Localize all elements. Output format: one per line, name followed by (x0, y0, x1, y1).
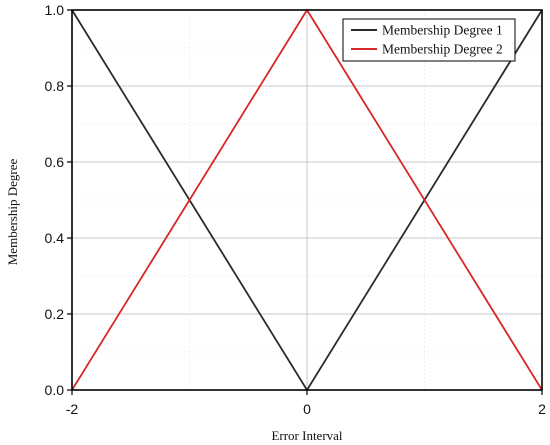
tick-labels: 0.0 0.2 0.4 0.6 0.8 1.0 -2 0 2 (45, 2, 547, 417)
x-axis-title: Error Interval (271, 428, 342, 443)
x-tick-label-1: 0 (303, 401, 311, 417)
x-tick-label-0: -2 (66, 401, 79, 417)
legend-label-series-1: Membership Degree 1 (382, 23, 503, 38)
grid-lines (72, 10, 542, 390)
x-tick-label-2: 2 (538, 401, 546, 417)
y-tick-label-1: 0.2 (45, 306, 65, 322)
y-tick-label-3: 0.6 (45, 154, 65, 170)
tick-marks (67, 9, 543, 395)
y-axis-title: Membership Degree (5, 159, 20, 266)
y-tick-label-5: 1.0 (45, 2, 65, 18)
legend-box (342, 18, 516, 62)
legend: Membership Degree 1 Membership Degree 2 (342, 18, 516, 62)
y-tick-label-0: 0.0 (45, 382, 65, 398)
legend-label-series-2: Membership Degree 2 (382, 42, 503, 57)
y-tick-label-4: 0.8 (45, 78, 65, 94)
y-tick-label-2: 0.4 (45, 230, 65, 246)
